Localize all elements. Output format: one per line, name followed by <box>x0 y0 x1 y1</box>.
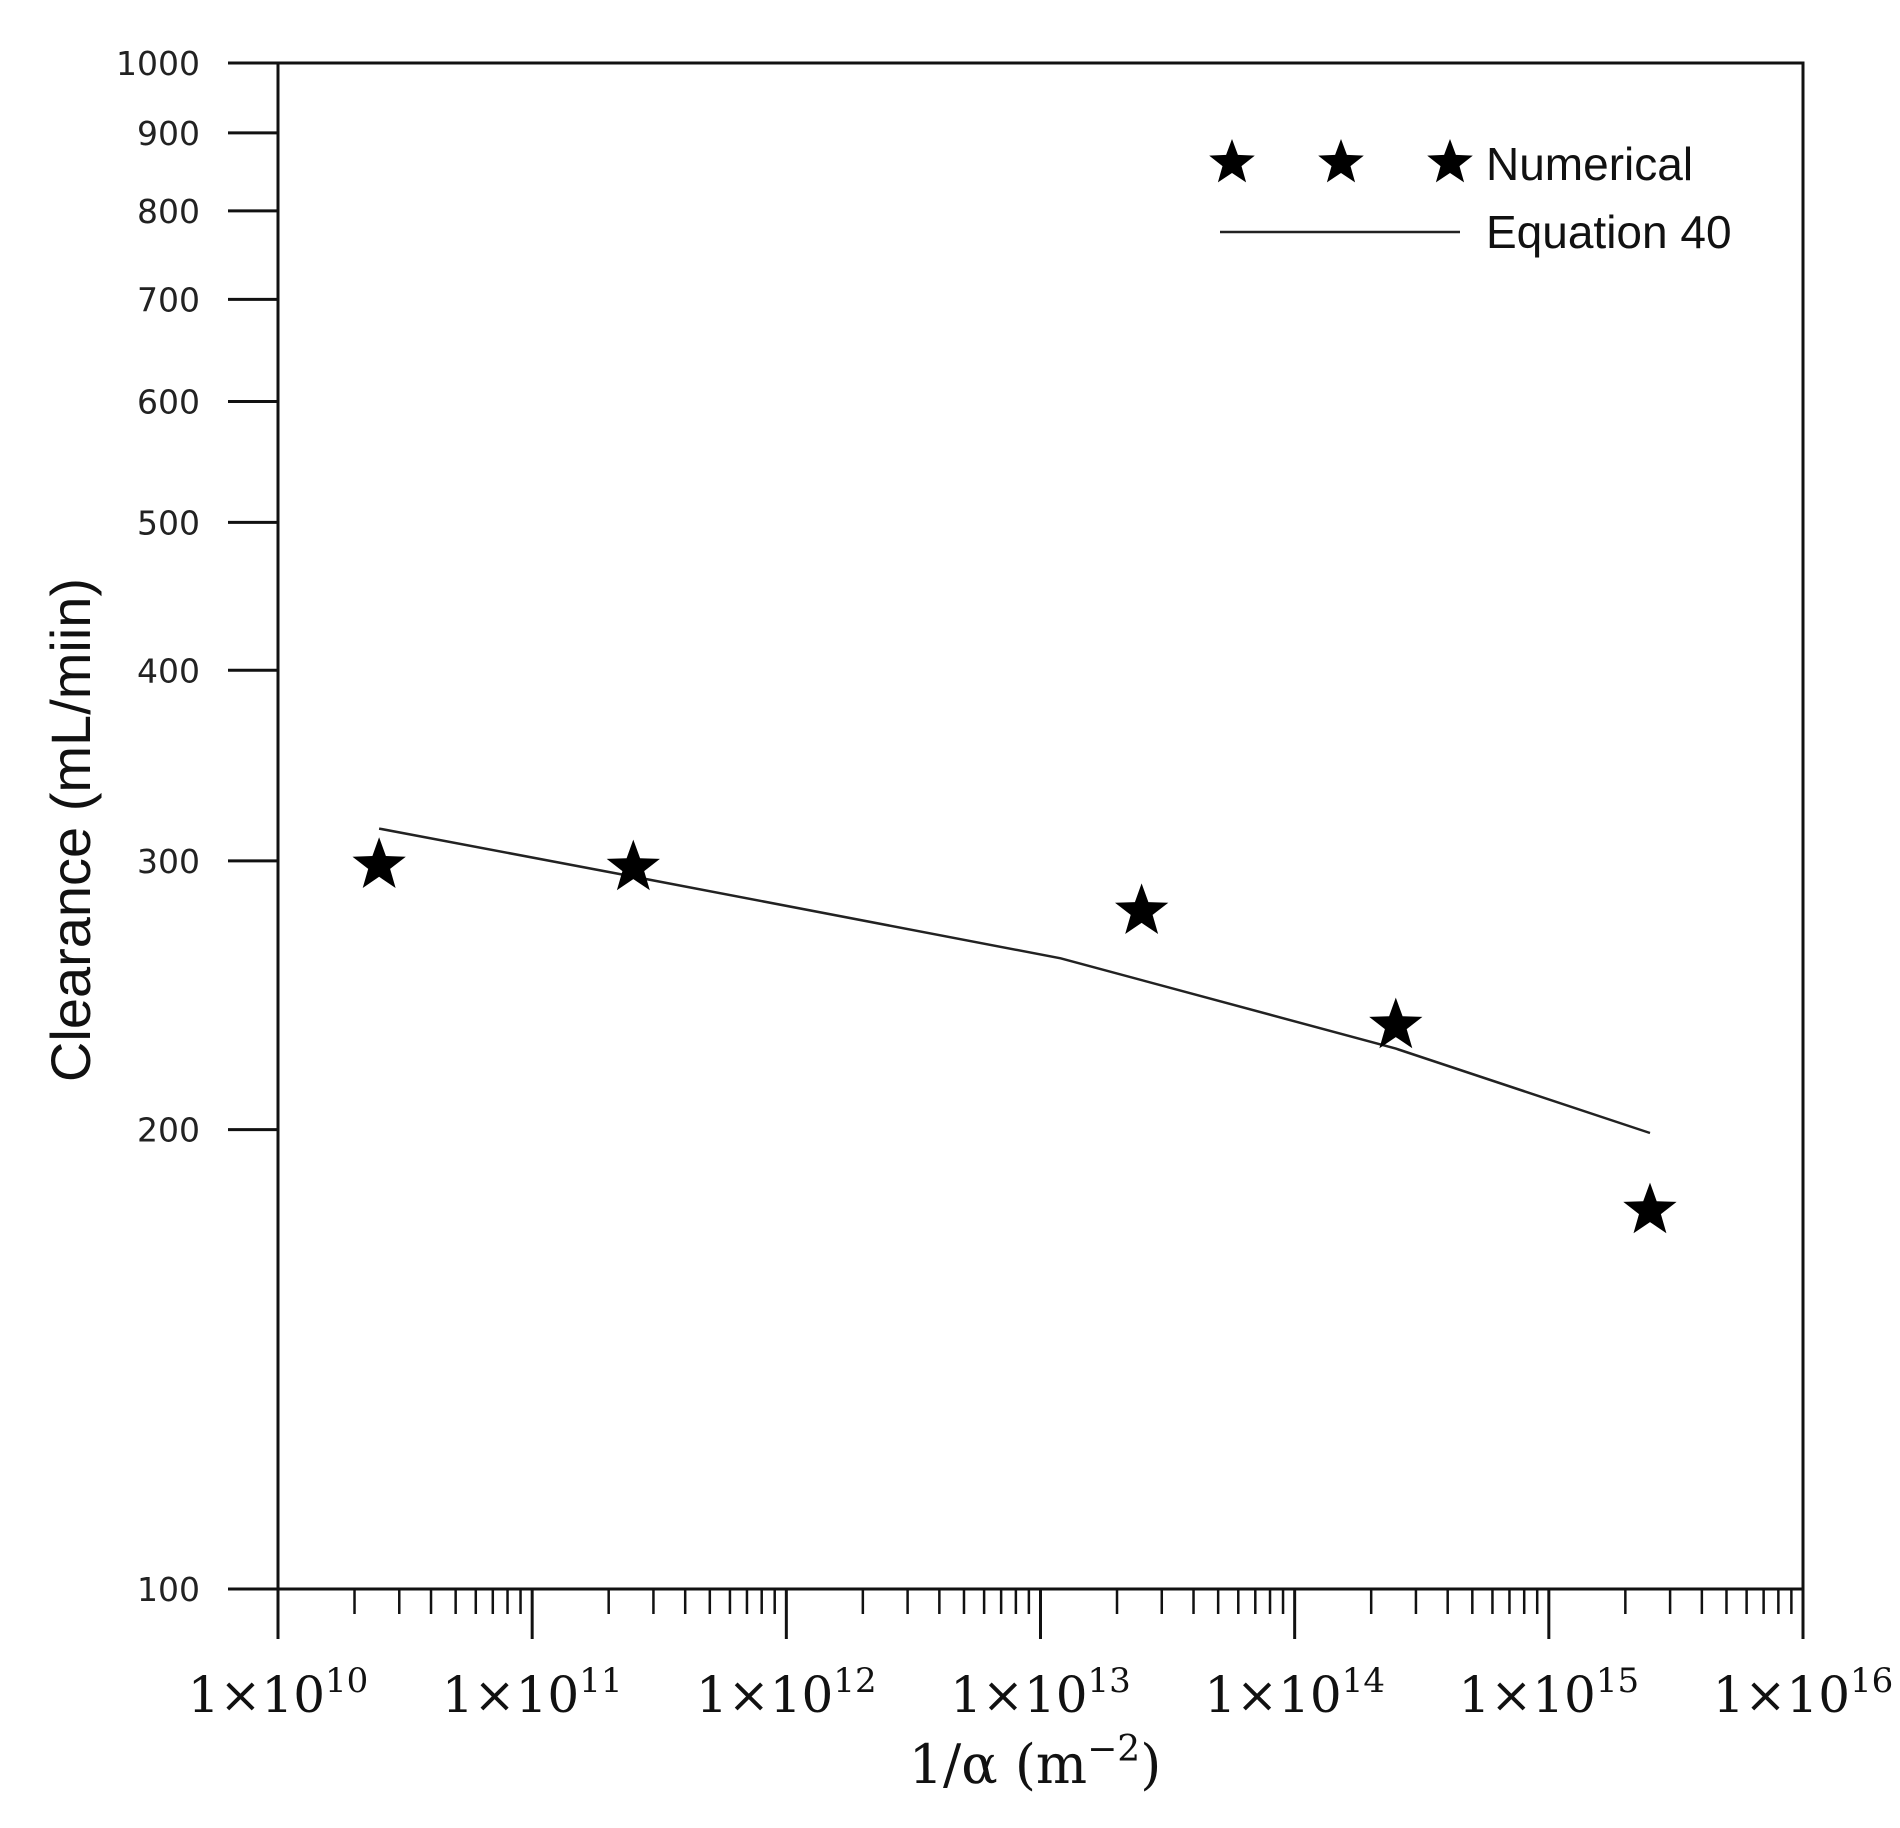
y-axis-label: Clearance (mL/miin) <box>39 578 102 1082</box>
legend: Numerical Equation 40 <box>1209 138 1732 258</box>
y-tick-label: 1000 <box>116 44 200 83</box>
numerical-star-point <box>606 839 660 891</box>
x-axis-label-exponent: −2 <box>1087 1729 1140 1770</box>
legend-numerical-label: Numerical <box>1486 138 1693 190</box>
x-tick-label: 1×1010 <box>188 1661 369 1724</box>
x-axis-label-base: 1/α (m <box>909 1733 1087 1796</box>
x-tick-exponent: 15 <box>1596 1661 1639 1701</box>
x-tick-label: 1×1013 <box>950 1661 1131 1724</box>
x-tick-mantissa: 1×10 <box>950 1666 1087 1724</box>
x-tick-exponent: 13 <box>1088 1661 1131 1701</box>
x-tick-label: 1×1012 <box>696 1661 877 1724</box>
x-tick-mantissa: 1×10 <box>1713 1666 1850 1724</box>
y-tick-label: 500 <box>137 503 200 542</box>
series-layer <box>352 827 1677 1234</box>
y-tick-label: 700 <box>137 280 200 319</box>
x-tick-exponent: 11 <box>579 1661 622 1701</box>
x-tick-mantissa: 1×10 <box>1204 1666 1341 1724</box>
y-tick-label: 200 <box>137 1111 200 1150</box>
y-tick-label: 800 <box>137 192 200 231</box>
x-tick-mantissa: 1×10 <box>696 1666 833 1724</box>
y-tick-label: 400 <box>137 651 200 690</box>
numerical-star-point <box>352 837 406 888</box>
y-tick-label: 300 <box>137 842 200 881</box>
legend-star-icon <box>1209 139 1255 183</box>
x-tick-mantissa: 1×10 <box>1459 1666 1596 1724</box>
legend-numerical-markers <box>1209 139 1473 183</box>
x-tick-label: 1×1015 <box>1459 1661 1640 1724</box>
y-axis: 100 200 300 400 500 600 700 800 900 1000 <box>116 44 278 1609</box>
x-axis-label: 1/α (m−2) <box>909 1729 1162 1796</box>
x-tick-exponent: 16 <box>1850 1661 1893 1701</box>
numerical-star-point <box>1369 997 1423 1049</box>
x-tick-label: 1×1014 <box>1204 1661 1385 1724</box>
plot-frame <box>276 61 1805 1591</box>
x-axis-label-close: ) <box>1140 1733 1161 1796</box>
legend-equation-label: Equation 40 <box>1486 206 1732 258</box>
legend-star-icon <box>1318 139 1364 183</box>
numerical-star-point <box>1623 1182 1677 1234</box>
equation-40-line <box>378 827 1651 1135</box>
x-tick-mantissa: 1×10 <box>188 1666 325 1724</box>
x-tick-exponent: 10 <box>325 1661 368 1701</box>
x-axis: 1×1010 1×1011 1×1012 1×1013 1×1014 1×1015 1×10… <box>188 1589 1894 1724</box>
x-tick-label: 1×1016 <box>1713 1661 1894 1724</box>
x-tick-mantissa: 1×10 <box>442 1666 579 1724</box>
x-tick-exponent: 12 <box>833 1661 876 1701</box>
y-tick-label: 100 <box>137 1570 200 1609</box>
y-tick-label: 600 <box>137 383 200 422</box>
y-tick-label: 900 <box>137 114 200 153</box>
numerical-star-point <box>1115 883 1169 934</box>
x-tick-label: 1×1011 <box>442 1661 623 1724</box>
x-tick-exponent: 14 <box>1342 1661 1385 1701</box>
legend-star-icon <box>1427 139 1473 183</box>
